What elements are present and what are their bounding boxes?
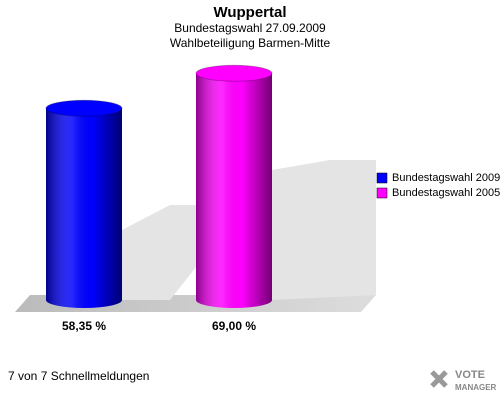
logo-text: MANAGER [455, 383, 497, 392]
bar-top [45, 99, 123, 117]
bar-shade [46, 108, 122, 308]
legend-label: Bundestagswahl 2009 [392, 172, 500, 184]
legend-swatch [376, 172, 388, 184]
chart-subtitle: Bundestagswahl 27.09.2009 [174, 21, 326, 35]
value-label: 58,35 % [62, 319, 106, 333]
value-label: 69,00 % [212, 319, 256, 333]
chart-subtitle: Wahlbeteiligung Barmen-Mitte [170, 36, 331, 50]
bar-top [195, 64, 273, 82]
legend-label: Bundestagswahl 2005 [392, 187, 500, 199]
footer: 7 von 7 Schnellmeldungen [8, 369, 149, 383]
bar-shade [196, 73, 272, 309]
bar-shadow [272, 160, 376, 300]
logo-icon [430, 370, 448, 388]
logo: VOTE MANAGER [430, 369, 497, 392]
chart-title: Wuppertal [213, 4, 286, 21]
logo-text: VOTE [455, 369, 485, 381]
legend-swatch [376, 187, 388, 199]
plot [45, 64, 273, 309]
